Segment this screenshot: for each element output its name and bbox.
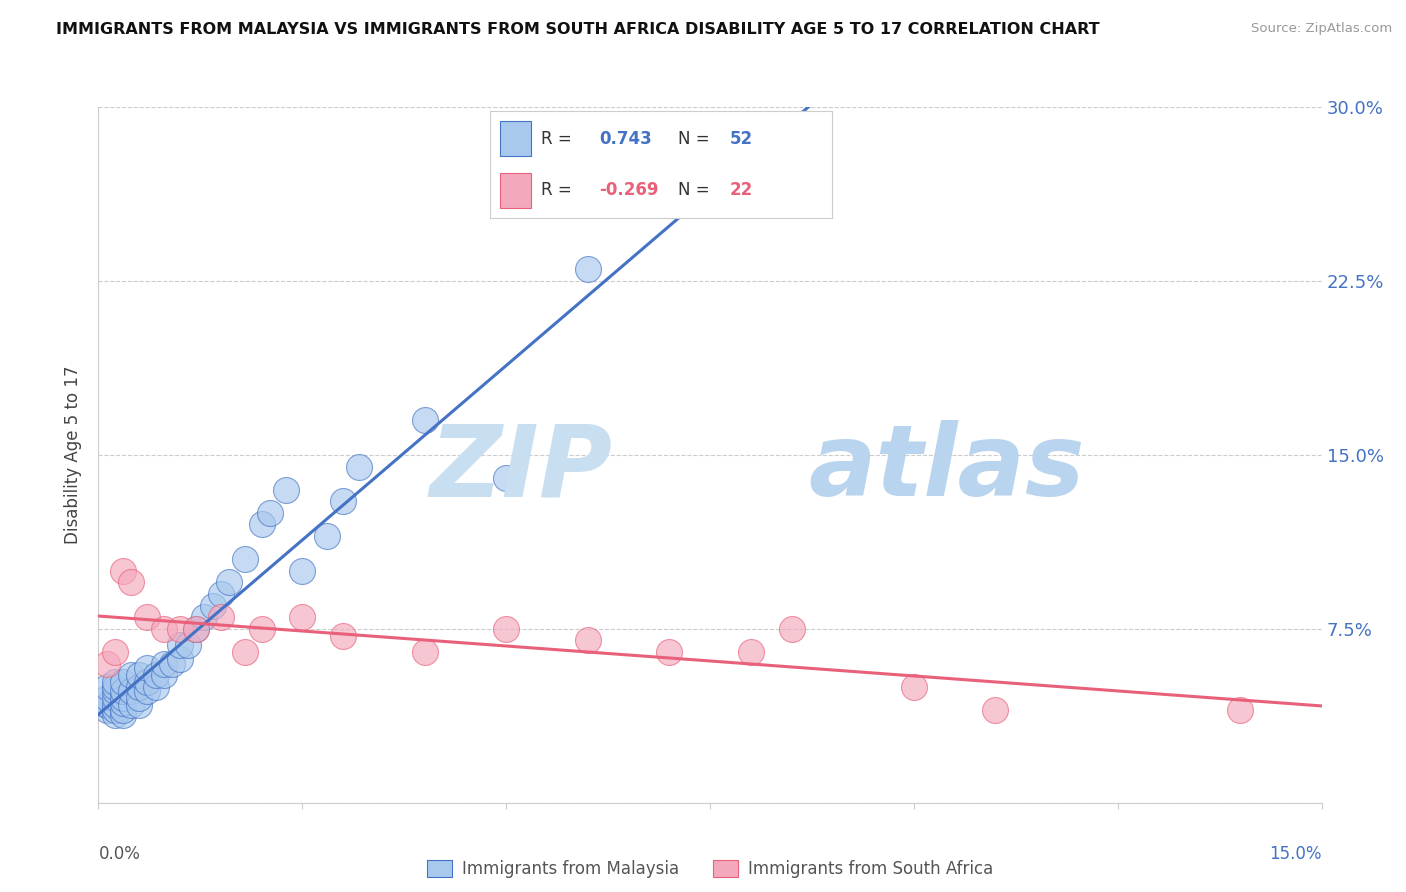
Point [209, 610, 232, 624]
Point [177, 638, 200, 652]
Legend: Immigrants from Malaysia, Immigrants from South Africa: Immigrants from Malaysia, Immigrants fro… [420, 854, 1000, 885]
Point [104, 684, 127, 698]
Point [259, 506, 281, 520]
Point [96, 698, 118, 713]
Point [160, 657, 183, 671]
Point [96, 698, 118, 713]
Point [413, 645, 436, 659]
Y-axis label: Disability Age 5 to 17: Disability Age 5 to 17 [65, 366, 83, 544]
Point [104, 680, 127, 694]
Point [903, 680, 925, 694]
Point [136, 610, 159, 624]
Point [1229, 703, 1251, 717]
Point [658, 645, 681, 659]
Point [96, 657, 118, 671]
Point [152, 657, 174, 671]
Point [740, 645, 762, 659]
Point [332, 494, 354, 508]
Point [96, 680, 118, 694]
Point [145, 680, 167, 694]
Point [233, 645, 256, 659]
Point [120, 684, 142, 698]
Point [349, 459, 371, 474]
Point [104, 691, 127, 706]
Point [250, 517, 273, 532]
Point [576, 262, 599, 277]
Point [136, 684, 159, 698]
Point [111, 703, 134, 717]
Point [495, 622, 517, 636]
Point [186, 622, 208, 636]
Point [201, 599, 224, 613]
Point [315, 529, 337, 543]
Point [145, 668, 167, 682]
Point [128, 668, 150, 682]
Point [104, 698, 127, 713]
Text: atlas: atlas [808, 420, 1084, 517]
Point [120, 698, 142, 713]
Point [332, 629, 354, 643]
Point [104, 675, 127, 690]
Point [111, 564, 134, 578]
Point [136, 675, 159, 690]
Point [104, 707, 127, 722]
Point [111, 696, 134, 710]
Point [152, 668, 174, 682]
Point [291, 564, 314, 578]
Point [128, 691, 150, 706]
Point [984, 703, 1007, 717]
Point [291, 610, 314, 624]
Point [104, 703, 127, 717]
Point [274, 483, 297, 497]
Text: 0.0%: 0.0% [98, 845, 141, 863]
Point [120, 575, 142, 590]
Point [413, 413, 436, 427]
Text: IMMIGRANTS FROM MALAYSIA VS IMMIGRANTS FROM SOUTH AFRICA DISABILITY AGE 5 TO 17 : IMMIGRANTS FROM MALAYSIA VS IMMIGRANTS F… [56, 22, 1099, 37]
Point [111, 707, 134, 722]
Point [233, 552, 256, 566]
Point [111, 684, 134, 698]
Point [152, 622, 174, 636]
Point [780, 622, 803, 636]
Point [96, 703, 118, 717]
Point [169, 652, 191, 666]
Point [218, 575, 240, 590]
Point [96, 691, 118, 706]
Point [104, 645, 127, 659]
Point [495, 471, 517, 485]
Text: 15.0%: 15.0% [1270, 845, 1322, 863]
Point [209, 587, 232, 601]
Point [128, 680, 150, 694]
Point [193, 610, 215, 624]
Text: Source: ZipAtlas.com: Source: ZipAtlas.com [1251, 22, 1392, 36]
Point [186, 622, 208, 636]
Point [576, 633, 599, 648]
Point [120, 668, 142, 682]
Point [169, 622, 191, 636]
Text: ZIP: ZIP [429, 420, 612, 517]
Point [169, 638, 191, 652]
Point [111, 691, 134, 706]
Point [128, 698, 150, 713]
Point [136, 661, 159, 675]
Point [111, 675, 134, 690]
Point [250, 622, 273, 636]
